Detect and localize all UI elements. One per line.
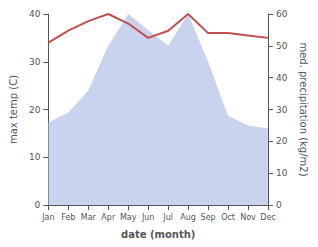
svg-text:Dec: Dec bbox=[260, 213, 275, 222]
svg-text:Aug: Aug bbox=[180, 213, 196, 222]
svg-text:Apr: Apr bbox=[101, 213, 116, 222]
svg-text:40: 40 bbox=[276, 73, 288, 83]
svg-text:0: 0 bbox=[276, 200, 282, 210]
svg-text:Oct: Oct bbox=[221, 213, 235, 222]
svg-text:20: 20 bbox=[29, 105, 41, 115]
svg-text:60: 60 bbox=[276, 9, 288, 19]
svg-text:med. precipitation (kg/m2): med. precipitation (kg/m2) bbox=[298, 42, 309, 176]
svg-text:30: 30 bbox=[276, 105, 288, 115]
svg-text:Jul: Jul bbox=[162, 213, 173, 222]
svg-text:Feb: Feb bbox=[61, 213, 75, 222]
svg-text:Jan: Jan bbox=[41, 213, 54, 222]
svg-text:Jun: Jun bbox=[141, 213, 155, 222]
svg-text:May: May bbox=[120, 213, 137, 222]
svg-text:Mar: Mar bbox=[81, 213, 97, 222]
svg-text:20: 20 bbox=[276, 136, 288, 146]
svg-text:0: 0 bbox=[35, 200, 41, 210]
svg-text:50: 50 bbox=[276, 41, 288, 51]
svg-text:Sep: Sep bbox=[201, 213, 216, 222]
svg-text:date (month): date (month) bbox=[121, 229, 195, 240]
svg-text:40: 40 bbox=[29, 9, 41, 19]
svg-text:Nov: Nov bbox=[240, 213, 256, 222]
svg-text:max temp (C): max temp (C) bbox=[8, 75, 19, 144]
svg-text:10: 10 bbox=[276, 168, 288, 178]
svg-text:10: 10 bbox=[29, 152, 41, 162]
svg-text:30: 30 bbox=[29, 57, 41, 67]
